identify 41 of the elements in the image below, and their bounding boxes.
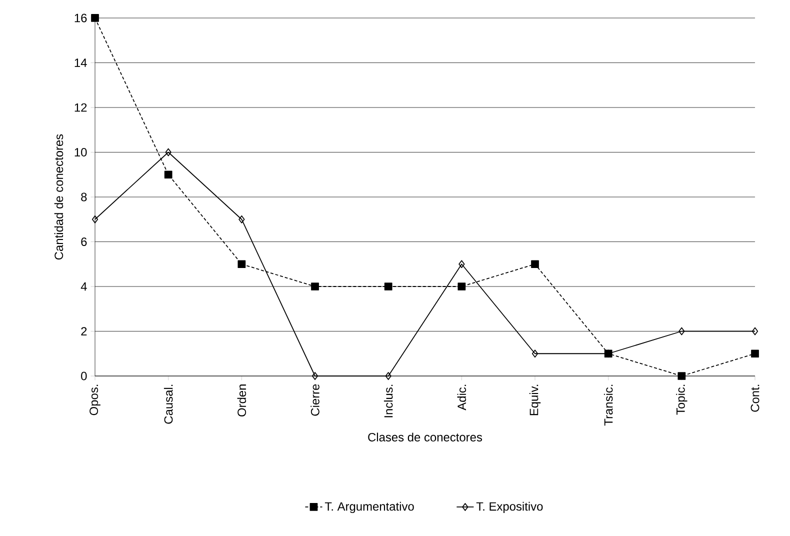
- point: [678, 327, 685, 336]
- y-tick-label: 0: [81, 372, 87, 380]
- point: [164, 170, 172, 179]
- x-tick-label: Transic.: [604, 384, 613, 426]
- point: [532, 350, 538, 358]
- x-tick-label: Opos.: [90, 384, 100, 416]
- x-tick-label: Causal.: [164, 384, 173, 424]
- x-tick-label: Adic.: [457, 384, 466, 410]
- y-tick-label: 4: [80, 282, 87, 291]
- point: [458, 282, 466, 290]
- x-tick-label: Orden: [237, 384, 246, 416]
- point: [238, 260, 246, 268]
- x-axis-title: Clases de conectores: [368, 432, 482, 442]
- y-tick-label: 14: [74, 58, 87, 67]
- point: [311, 282, 319, 290]
- point: [751, 350, 759, 358]
- point: [238, 215, 245, 224]
- y-tick-label: 16: [74, 14, 87, 22]
- x-tick-label: Cont.: [750, 384, 760, 412]
- x-tick-label: Topic.: [676, 384, 688, 415]
- y-tick-label: 6: [81, 238, 87, 246]
- x-tick-label: Cierre: [310, 384, 320, 416]
- legend-label: T. Argumentativo: [324, 502, 414, 514]
- point: [752, 327, 758, 336]
- x-tick-label: Equiv.: [529, 384, 541, 416]
- point: [385, 372, 392, 380]
- legend-label: T. Expositivo: [476, 502, 543, 514]
- point: [92, 215, 98, 224]
- x-tick-label: Inclus.: [384, 384, 393, 418]
- point: [91, 14, 99, 22]
- point: [312, 372, 318, 380]
- point: [384, 282, 392, 290]
- y-tick-label: 8: [81, 192, 87, 202]
- y-tick-label: 12: [74, 103, 87, 112]
- y-axis-title: Cantidad de conectores: [54, 134, 64, 260]
- point: [531, 260, 539, 268]
- point: [678, 372, 686, 380]
- y-tick-label: 10: [74, 148, 87, 156]
- point: [458, 260, 465, 268]
- y-tick-label: 2: [81, 327, 87, 336]
- point: [165, 148, 172, 156]
